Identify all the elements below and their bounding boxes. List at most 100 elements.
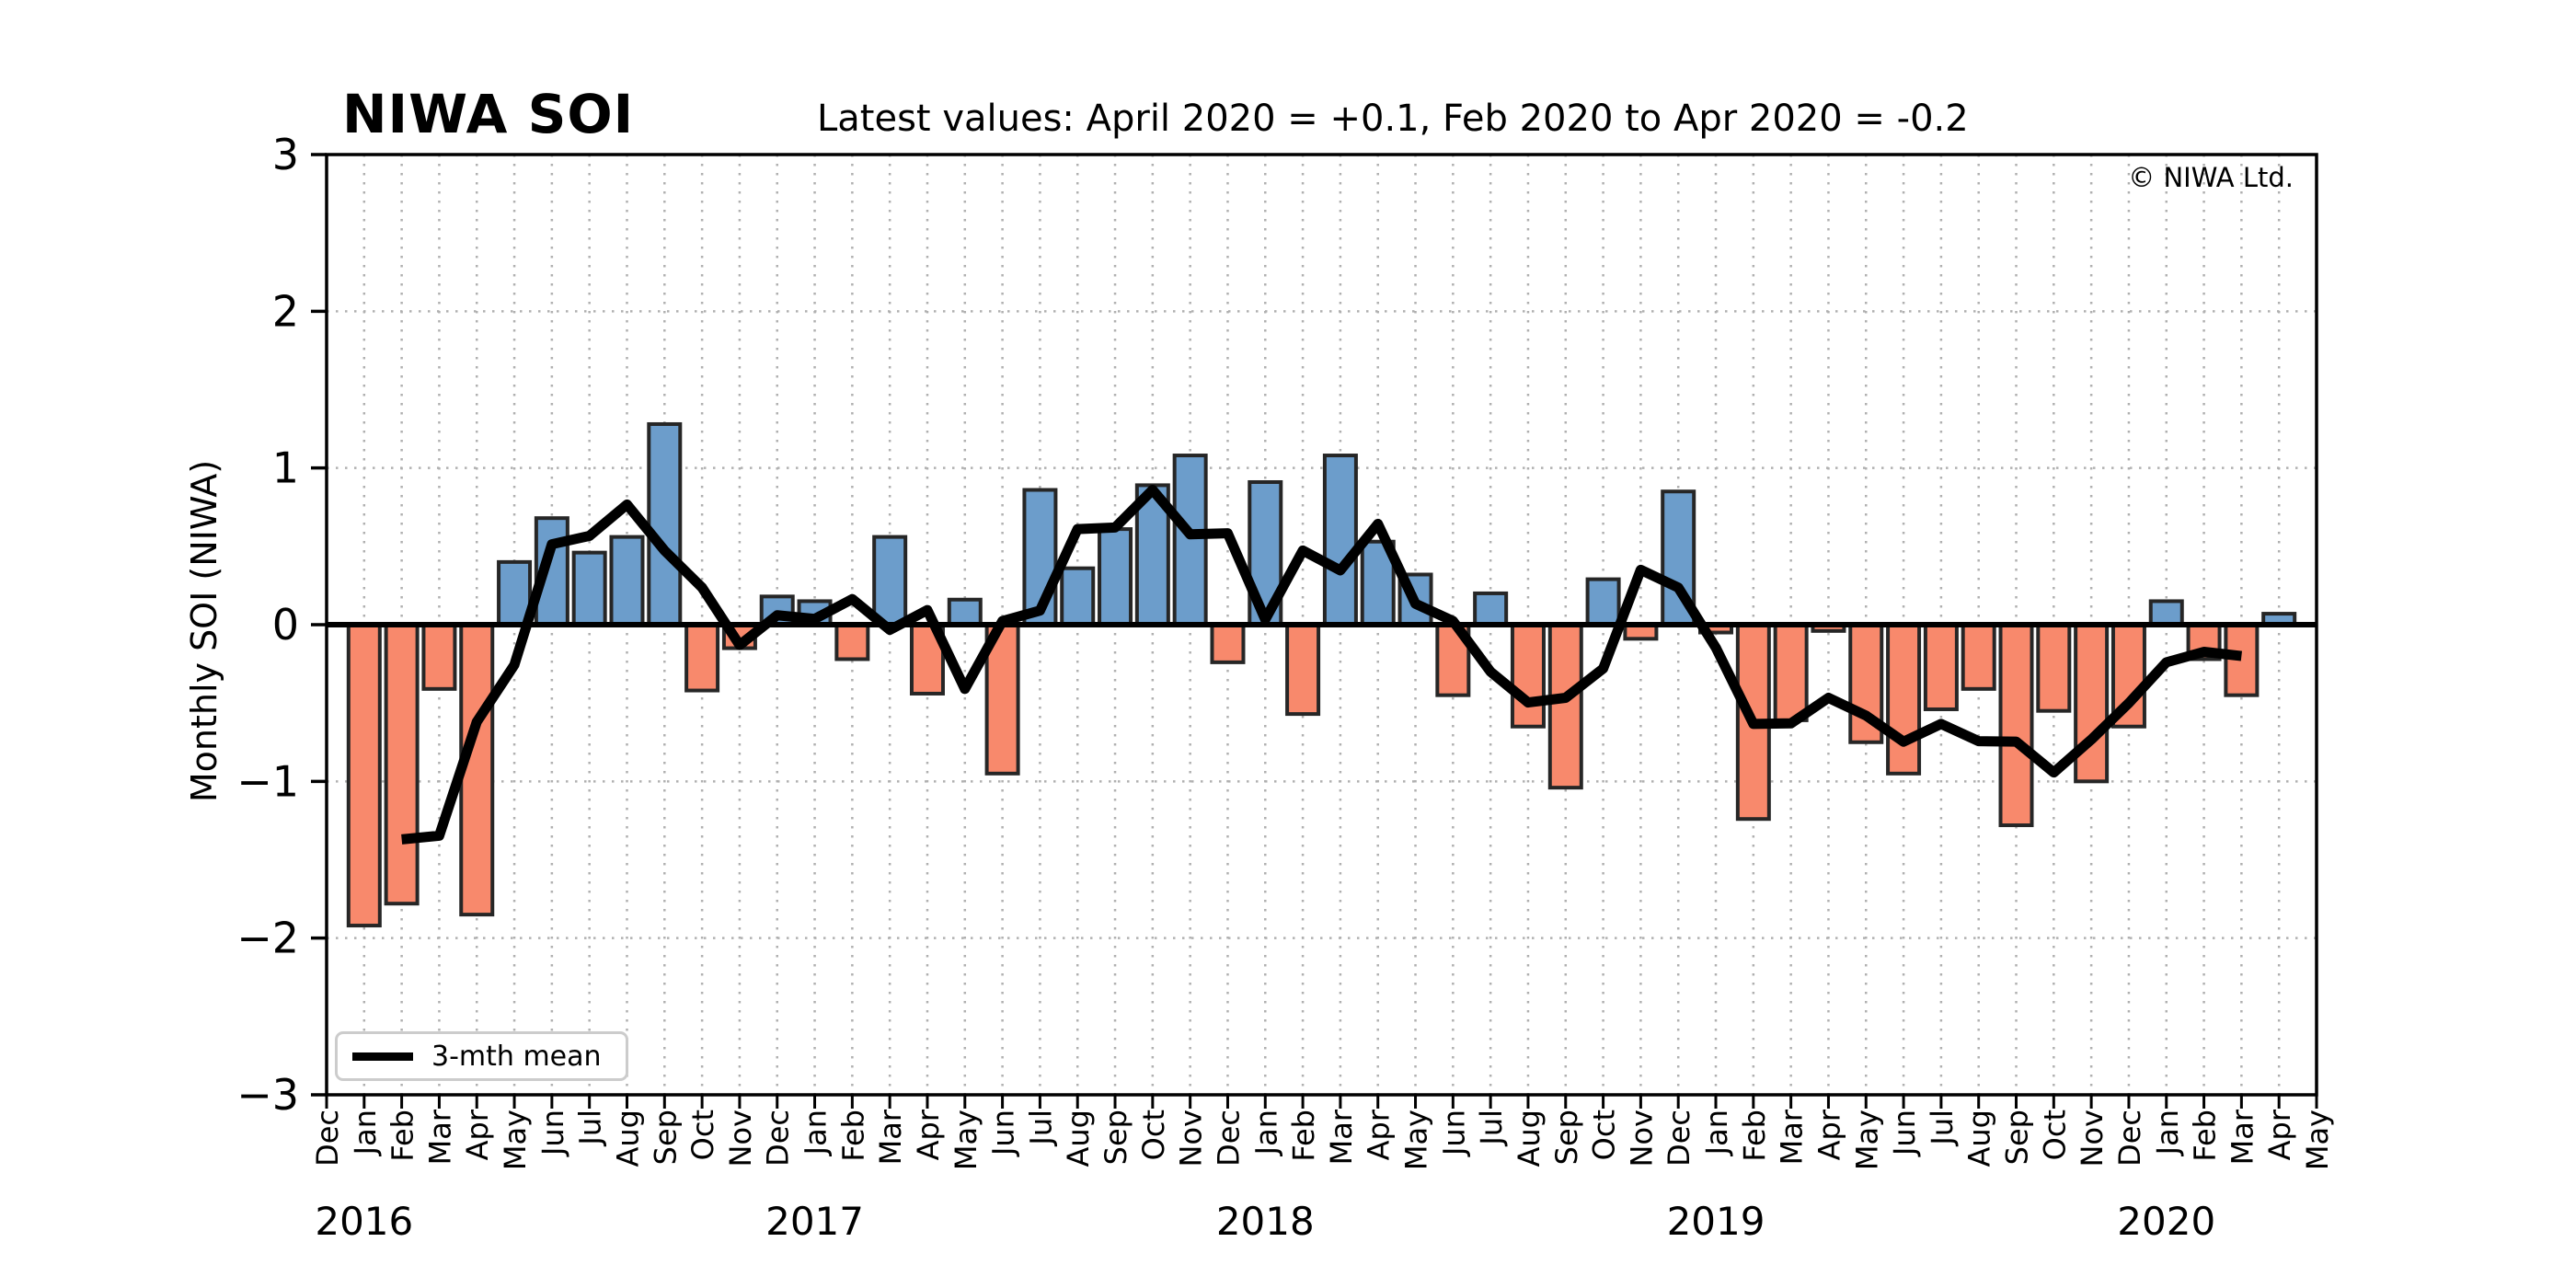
x-tick-label-Dec-2019: Dec bbox=[2112, 1110, 2147, 1167]
x-tick-label-Mar-2017: Mar bbox=[873, 1109, 908, 1165]
x-tick-label-Jun-2019: Jun bbox=[1887, 1110, 1922, 1157]
y-tick-label: −1 bbox=[236, 756, 299, 806]
bar-Oct-2017 bbox=[1134, 483, 1170, 627]
latest-values-subtitle: Latest values: April 2020 = +0.1, Feb 20… bbox=[817, 98, 1969, 140]
x-tick-label-May-2020: May bbox=[2300, 1110, 2335, 1170]
x-tick-label-Apr-2019: Apr bbox=[1811, 1109, 1846, 1160]
three-month-mean-line bbox=[401, 485, 2242, 845]
x-tick-label-Dec-2018: Dec bbox=[1662, 1110, 1696, 1167]
bar-Sep-2019 bbox=[1998, 623, 2034, 828]
bar-Sep-2018 bbox=[1547, 623, 1583, 790]
x-tick-label-Dec-2016: Dec bbox=[761, 1110, 796, 1167]
x-tick-label-May-2018: May bbox=[1399, 1110, 1434, 1170]
x-tick-label-Oct-2019: Oct bbox=[2037, 1110, 2072, 1160]
x-tick-label-Mar-2019: Mar bbox=[1775, 1109, 1810, 1165]
x-tick-label-Jan-2020: Jan bbox=[2150, 1110, 2185, 1156]
y-axis-title: Monthly SOI (NIWA) bbox=[184, 459, 224, 803]
x-tick-label-Jan-2018: Jan bbox=[1248, 1110, 1283, 1156]
x-tick-label-Aug-2017: Aug bbox=[1061, 1110, 1096, 1167]
y-tick-label: 3 bbox=[272, 130, 299, 179]
year-label-2016: 2016 bbox=[315, 1199, 413, 1244]
legend-line-swatch-icon bbox=[352, 1052, 413, 1061]
legend: 3-mth mean bbox=[335, 1031, 628, 1081]
y-tick-label: 2 bbox=[272, 286, 299, 336]
legend-label: 3-mth mean bbox=[431, 1040, 602, 1073]
x-tick-label-Aug-2018: Aug bbox=[1512, 1110, 1547, 1167]
x-tick-label-Apr-2017: Apr bbox=[911, 1109, 946, 1160]
bar-Jul-2018 bbox=[1473, 591, 1509, 627]
year-label-2019: 2019 bbox=[1667, 1199, 1765, 1244]
x-tick-label-May-2016: May bbox=[498, 1110, 533, 1170]
bar-Nov-2019 bbox=[2074, 623, 2110, 784]
x-tick-label-May-2017: May bbox=[949, 1110, 983, 1170]
x-tick-label-Dec-2017: Dec bbox=[1211, 1110, 1246, 1167]
x-tick-label-Feb-2017: Feb bbox=[835, 1110, 870, 1162]
x-tick-label-Sep-2018: Sep bbox=[1549, 1110, 1584, 1165]
x-tick-label-Jan-2017: Jan bbox=[799, 1110, 834, 1156]
bar-Feb-2016 bbox=[384, 623, 420, 906]
bar-Mar-2016 bbox=[421, 623, 457, 691]
x-tick-label-Jul-2019: Jul bbox=[1925, 1110, 1960, 1147]
x-tick-label-Aug-2019: Aug bbox=[1962, 1110, 1997, 1167]
x-tick-label-Apr-2020: Apr bbox=[2262, 1109, 2297, 1160]
bar-Aug-2018 bbox=[1510, 623, 1546, 729]
x-tick-label-Oct-2018: Oct bbox=[1587, 1110, 1622, 1160]
x-tick-label-Jun-2016: Jun bbox=[535, 1110, 570, 1157]
x-tick-label-Nov-2016: Nov bbox=[723, 1110, 758, 1167]
year-label-2017: 2017 bbox=[765, 1199, 864, 1244]
x-tick-label-May-2019: May bbox=[1849, 1110, 1884, 1170]
bar-May-2017 bbox=[947, 597, 983, 627]
bar-Aug-2017 bbox=[1060, 566, 1096, 627]
bar-Aug-2019 bbox=[1961, 623, 1996, 691]
bar-Mar-2018 bbox=[1322, 454, 1358, 627]
bar-Mar-2019 bbox=[1773, 623, 1809, 722]
bar-Feb-2018 bbox=[1285, 623, 1321, 717]
y-tick-label: −3 bbox=[236, 1070, 299, 1120]
bar-Nov-2017 bbox=[1172, 454, 1208, 627]
x-tick-label-Oct-2017: Oct bbox=[1136, 1110, 1171, 1160]
bar-Sep-2017 bbox=[1098, 527, 1133, 627]
x-tick-label-Jan-2016: Jan bbox=[348, 1110, 383, 1156]
x-tick-label-Mar-2020: Mar bbox=[2225, 1109, 2260, 1165]
y-tick-label: −2 bbox=[236, 914, 299, 963]
x-tick-label-Mar-2018: Mar bbox=[1324, 1109, 1359, 1165]
x-tick-label-Jun-2017: Jun bbox=[986, 1110, 1021, 1157]
x-tick-label-Apr-2018: Apr bbox=[1362, 1109, 1397, 1160]
bar-Dec-2017 bbox=[1210, 623, 1246, 664]
year-label-2020: 2020 bbox=[2117, 1199, 2215, 1244]
x-tick-label-Jan-2019: Jan bbox=[1699, 1110, 1734, 1156]
x-tick-label-Apr-2016: Apr bbox=[460, 1109, 495, 1160]
x-tick-label-Jun-2018: Jun bbox=[1436, 1110, 1471, 1157]
bar-Mar-2017 bbox=[872, 535, 908, 627]
x-tick-label-Feb-2020: Feb bbox=[2188, 1110, 2223, 1162]
bar-Oct-2019 bbox=[2036, 623, 2072, 713]
bar-Jul-2016 bbox=[571, 550, 607, 627]
x-tick-label-Sep-2019: Sep bbox=[2000, 1110, 2035, 1165]
bar-Jun-2019 bbox=[1886, 623, 1922, 776]
bar-Sep-2016 bbox=[647, 421, 683, 627]
x-tick-label-Mar-2016: Mar bbox=[422, 1109, 457, 1165]
bar-Oct-2018 bbox=[1585, 577, 1621, 627]
x-tick-label-Nov-2017: Nov bbox=[1174, 1110, 1209, 1167]
copyright-note: © NIWA Ltd. bbox=[2128, 162, 2294, 193]
x-tick-label-Oct-2016: Oct bbox=[685, 1110, 720, 1160]
x-tick-label-Jul-2016: Jul bbox=[573, 1110, 608, 1147]
x-tick-label-Feb-2019: Feb bbox=[1737, 1110, 1772, 1162]
bar-Aug-2016 bbox=[609, 535, 645, 627]
year-label-2018: 2018 bbox=[1216, 1199, 1315, 1244]
x-tick-label-Dec-2015: Dec bbox=[310, 1110, 345, 1167]
bar-Jan-2016 bbox=[346, 623, 382, 928]
y-tick-label: 0 bbox=[272, 600, 299, 650]
x-tick-label-Feb-2016: Feb bbox=[385, 1110, 420, 1162]
x-tick-label-Jul-2017: Jul bbox=[1023, 1110, 1058, 1147]
x-tick-label-Nov-2018: Nov bbox=[1624, 1110, 1659, 1167]
x-tick-label-Sep-2016: Sep bbox=[648, 1110, 683, 1165]
page-title: NIWA SOI bbox=[342, 83, 635, 145]
x-tick-label-Jul-2018: Jul bbox=[1474, 1110, 1509, 1147]
bar-Feb-2017 bbox=[834, 623, 870, 661]
bar-Jul-2019 bbox=[1923, 623, 1959, 711]
bar-Jan-2020 bbox=[2148, 599, 2184, 627]
x-tick-label-Sep-2017: Sep bbox=[1098, 1110, 1133, 1165]
